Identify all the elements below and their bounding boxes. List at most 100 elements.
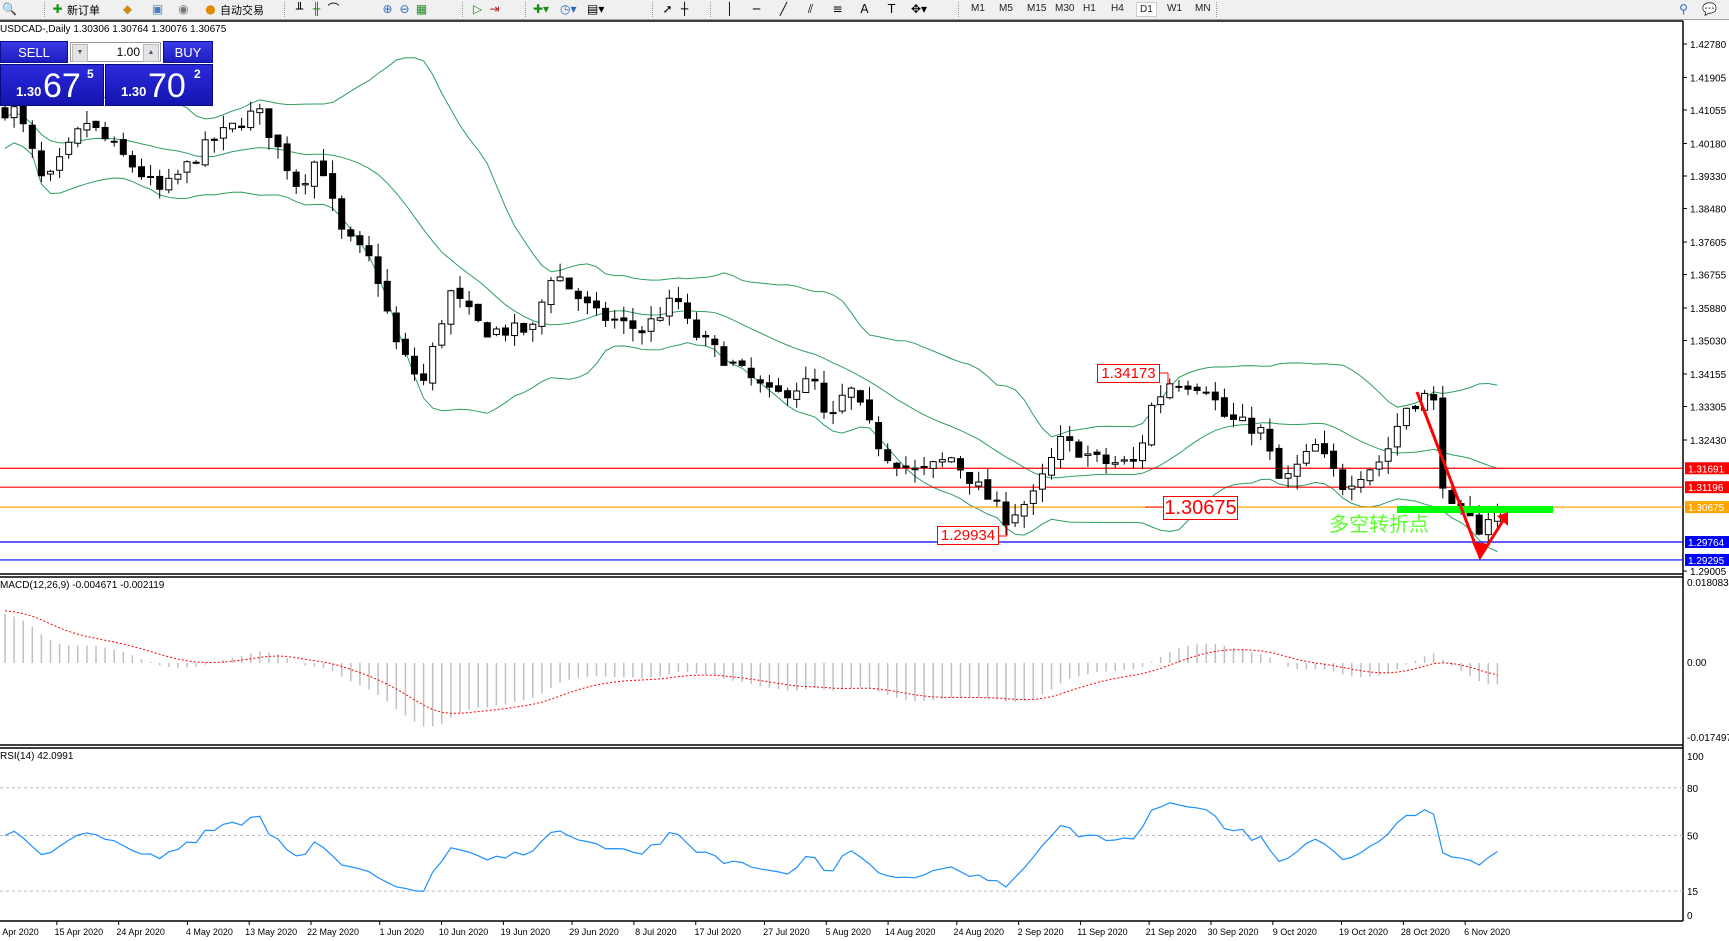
candle (1321, 430, 1328, 458)
timeframe-d1[interactable]: D1 (1136, 2, 1157, 17)
candle (1311, 438, 1319, 452)
text-icon[interactable]: A (860, 2, 869, 16)
decrease-lot-icon[interactable]: ▼ (72, 44, 88, 62)
market-watch-icon[interactable]: ◆ (122, 2, 133, 16)
candle-body (320, 160, 327, 177)
signals-icon[interactable]: ◉ (178, 2, 189, 16)
search-icon[interactable]: ⚲ (1679, 2, 1688, 16)
periods-icon[interactable]: ◷▾ (560, 2, 577, 16)
lot-size-stepper[interactable]: ▼ 1.00 ▲ (70, 42, 161, 62)
indicators-icon[interactable]: ✚▾ (533, 2, 550, 16)
candle (247, 101, 255, 131)
candle-body (538, 301, 546, 327)
candle (383, 269, 391, 314)
lot-size-value[interactable]: 1.00 (116, 45, 140, 59)
main-pane (0, 57, 1683, 561)
candle (401, 332, 409, 357)
candle (483, 321, 491, 338)
timeframe-h4[interactable]: H4 (1111, 3, 1124, 14)
candle-body (365, 245, 373, 257)
sell-price-box[interactable]: 1.30 67 5 (0, 64, 104, 106)
candle-body (438, 323, 446, 346)
candle (1175, 380, 1183, 392)
timeframe-m30[interactable]: M30 (1055, 3, 1075, 14)
date-label: 11 Sep 2020 (1077, 927, 1127, 937)
rsi-tick-label: 100 (1687, 752, 1704, 763)
chat-icon[interactable]: 💬 (1702, 2, 1717, 16)
macd-label: MACD(12,26,9) -0.004671 -0.002119 (0, 580, 165, 591)
new-order-button[interactable]: ✚ 新订单 (50, 1, 100, 18)
candle (520, 322, 528, 336)
candle-body (374, 256, 382, 284)
date-label: 1 Jun 2020 (379, 927, 424, 937)
channel-icon[interactable]: ⫽ (807, 2, 814, 16)
text-label-icon[interactable]: T (887, 2, 896, 16)
candle (56, 148, 64, 178)
horizontal-line-icon[interactable]: ─ (752, 2, 761, 16)
candle (1084, 445, 1092, 467)
zoom-window-icon[interactable]: 🔍 (2, 2, 17, 16)
timeframe-m15[interactable]: M15 (1027, 3, 1047, 14)
candle-body (238, 125, 246, 129)
buy-button[interactable]: BUY (163, 41, 213, 63)
price-level-tag (1685, 553, 1729, 566)
zoom-out-icon[interactable]: ⊖ (399, 2, 410, 16)
timeframe-mn[interactable]: MN (1195, 3, 1211, 14)
timeframe-h1[interactable]: H1 (1083, 3, 1096, 14)
sell-button[interactable]: SELL (0, 41, 68, 63)
candle (1484, 509, 1492, 544)
candle (101, 121, 109, 142)
vertical-line-icon[interactable]: │ (725, 2, 734, 16)
data-window-icon[interactable]: ▣ (151, 2, 164, 16)
candle (911, 459, 919, 483)
cursor-icon[interactable]: ➚ (662, 2, 673, 16)
candle (201, 131, 209, 167)
bar-chart-icon[interactable]: ╨ (295, 2, 304, 16)
trendline-icon[interactable]: ╱ (779, 2, 788, 16)
candle (283, 136, 291, 180)
zoom-in-icon[interactable]: ⊕ (382, 2, 393, 16)
price-level-tag (1685, 501, 1729, 514)
candlestick-icon[interactable]: ╫ (312, 2, 321, 16)
candle (492, 326, 500, 337)
auto-trading-button[interactable]: ● 自动交易 (203, 1, 264, 18)
candle (147, 164, 155, 186)
buy-price-box[interactable]: 1.30 70 2 (105, 64, 213, 106)
timeframe-m1[interactable]: M1 (971, 3, 985, 14)
price-tick-label: 1.42780 (1690, 40, 1727, 51)
candle-body (474, 303, 482, 321)
line-chart-icon[interactable]: ⌒ (327, 2, 340, 16)
candle-body (893, 462, 901, 469)
candle (738, 358, 746, 368)
arrows-icon[interactable]: ✥▾ (911, 2, 928, 16)
chart-shift-icon[interactable]: ⇥ (489, 2, 500, 16)
timeframe-m5[interactable]: M5 (999, 3, 1013, 14)
candle (1102, 447, 1110, 474)
toolbar-separator (525, 2, 527, 17)
one-click-trading-panel: SELL ▼ 1.00 ▲ BUY 1.30 67 5 1.30 70 2 (0, 41, 213, 106)
candle-body (674, 298, 682, 303)
candle-body (747, 367, 755, 379)
candle (875, 416, 883, 457)
timeframe-w1[interactable]: W1 (1167, 3, 1182, 14)
autoscroll-icon[interactable]: ▷ (472, 2, 483, 16)
candle (893, 461, 901, 477)
candle-body (856, 390, 864, 403)
candle (847, 386, 855, 410)
candle-body (884, 449, 892, 462)
templates-icon[interactable]: ▤▾ (587, 2, 605, 16)
candle-body (1311, 444, 1319, 452)
candle-body (247, 110, 255, 129)
candle (811, 368, 819, 390)
price-tick-label: 1.29005 (1690, 567, 1727, 578)
pivot-bar (1397, 506, 1553, 513)
tile-windows-icon[interactable]: ▦ (415, 2, 428, 16)
crosshair-icon[interactable]: ┼ (680, 2, 689, 16)
candle-body (183, 161, 191, 173)
increase-lot-icon[interactable]: ▲ (143, 44, 159, 62)
fibonacci-icon[interactable]: ≡ (832, 2, 843, 16)
candle (1066, 426, 1074, 452)
candle-body (1339, 469, 1347, 490)
candle-body (847, 387, 855, 398)
